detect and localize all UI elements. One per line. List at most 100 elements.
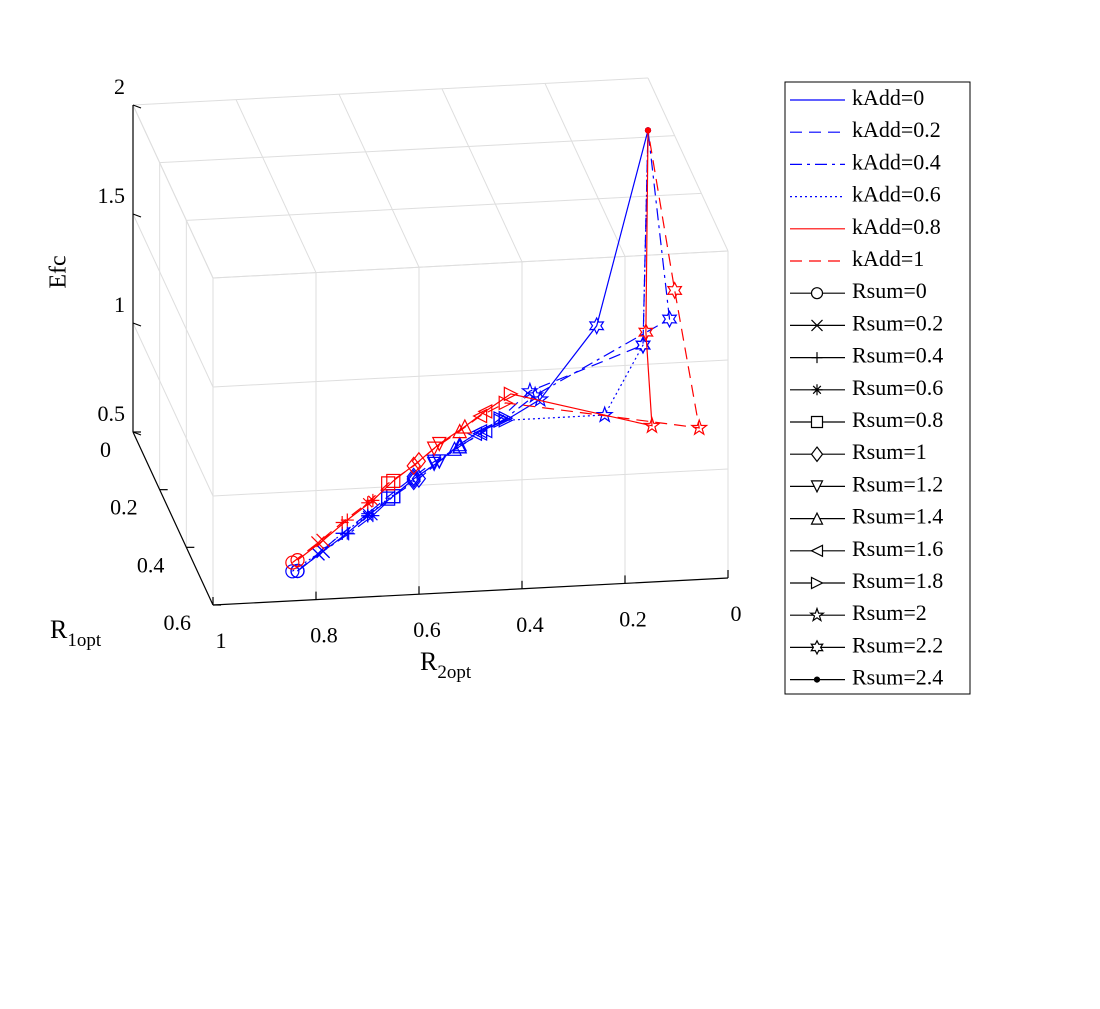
grid-line: [186, 192, 702, 221]
grid-line: [132, 77, 649, 106]
legend-label: kAdd=1: [852, 246, 924, 271]
legend-label: Rsum=1.8: [852, 568, 943, 593]
marker: [477, 403, 493, 419]
marker: [426, 456, 442, 472]
marker: [381, 476, 396, 491]
x-axis-label-sub: 2opt: [437, 662, 472, 683]
z-tick: [132, 104, 142, 109]
legend-label: Rsum=0: [852, 278, 927, 303]
marker: [311, 535, 325, 550]
marker: [406, 467, 421, 487]
y-tick-label: 0.6: [164, 610, 192, 635]
marker: [810, 511, 824, 525]
marker: [810, 415, 824, 429]
grid-line: [212, 250, 729, 279]
y-axis-label-sub: 1opt: [67, 630, 102, 651]
z-tick-label: 2: [114, 74, 125, 99]
grid-line: [647, 77, 729, 252]
legend-label: Rsum=2.2: [852, 632, 943, 657]
marker: [635, 335, 651, 355]
grid-line: [159, 135, 675, 164]
z-axis-label: Efc: [46, 255, 72, 288]
marker: [811, 352, 823, 364]
legend-label: kAdd=0: [852, 85, 924, 110]
legend-label: Rsum=0.2: [852, 310, 943, 335]
marker: [406, 469, 421, 489]
legend-label: kAdd=0.2: [852, 117, 941, 142]
marker: [472, 408, 488, 424]
marker: [452, 423, 468, 439]
grid-line: [132, 213, 214, 388]
marker: [467, 426, 483, 442]
x-tick-label: 0.4: [516, 612, 544, 637]
y-tick-label: 0.4: [137, 552, 165, 577]
marker: [285, 555, 300, 570]
marker: [690, 418, 709, 436]
legend-label: Rsum=1.4: [852, 504, 943, 529]
marker: [366, 493, 380, 507]
legend-label: kAdd=0.8: [852, 214, 941, 239]
x-axis-line: [212, 577, 729, 606]
grid-line: [441, 88, 523, 263]
marker: [406, 456, 421, 476]
marker: [644, 127, 652, 134]
marker: [457, 418, 473, 434]
marker: [361, 509, 375, 523]
legend-label: kAdd=0.4: [852, 149, 941, 174]
y-axis-line: [132, 431, 214, 606]
marker: [503, 386, 519, 402]
marker: [661, 309, 678, 329]
marker: [316, 544, 331, 559]
marker: [810, 446, 824, 463]
marker: [810, 639, 824, 656]
legend-label: Rsum=0.6: [852, 375, 943, 400]
grid-line: [212, 468, 729, 497]
marker: [431, 454, 447, 470]
marker: [340, 513, 354, 527]
x-tick-label: 1: [216, 628, 227, 653]
legend-label: kAdd=0.6: [852, 182, 941, 207]
marker: [335, 526, 349, 540]
legend-label: Rsum=1.6: [852, 536, 943, 561]
marker: [637, 323, 654, 342]
marker: [406, 471, 421, 491]
marker: [588, 316, 605, 335]
grid-line: [235, 99, 317, 273]
legend-label: Rsum=0.4: [852, 343, 943, 368]
x-axis-label-main: R: [420, 647, 438, 676]
marker: [810, 576, 824, 590]
marker: [525, 385, 545, 404]
marker: [811, 384, 823, 396]
marker: [642, 416, 662, 434]
marker: [311, 546, 325, 561]
x-tick-label: 0.8: [310, 623, 338, 648]
legend-label: Rsum=1: [852, 439, 927, 464]
grid-line: [132, 104, 214, 279]
marker: [335, 515, 349, 529]
marker: [426, 441, 442, 457]
x-tick-label: 0.6: [413, 617, 441, 642]
x-axis-label: R2opt: [420, 647, 472, 683]
marker: [290, 563, 305, 579]
marker: [811, 319, 823, 332]
marker: [411, 469, 427, 489]
z-tick: [132, 431, 142, 436]
marker: [386, 473, 401, 489]
legend-label: Rsum=2: [852, 600, 927, 625]
y-axis-label-main: R: [50, 615, 68, 644]
marker: [810, 544, 824, 558]
series-line: [297, 130, 671, 572]
z-tick-label: 1: [114, 292, 125, 317]
marker: [381, 491, 396, 506]
x-tick-label: 0: [731, 601, 742, 626]
legend-label: Rsum=0.8: [852, 407, 943, 432]
grid-line: [338, 93, 420, 268]
grid-line: [212, 359, 729, 388]
marker: [386, 489, 401, 504]
y-tick-label: 0: [100, 437, 111, 462]
marker: [493, 413, 509, 429]
marker: [477, 423, 493, 439]
marker: [666, 281, 683, 300]
y-axis-label: R1opt: [50, 615, 102, 651]
y-tick-label: 0.2: [110, 495, 138, 520]
